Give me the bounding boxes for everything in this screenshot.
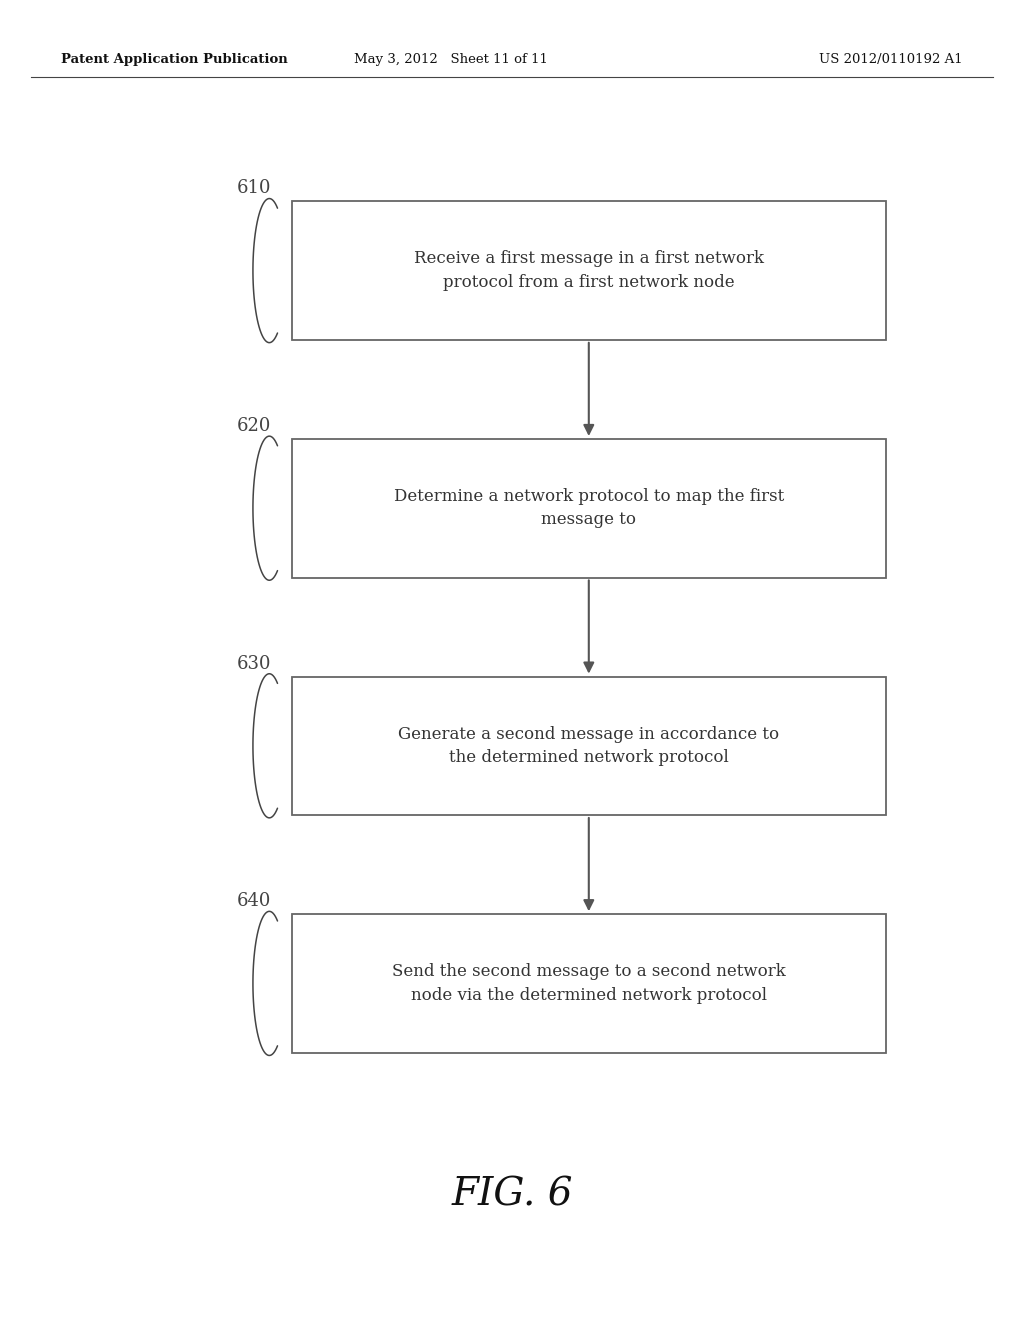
Text: FIG. 6: FIG. 6 xyxy=(452,1176,572,1213)
Text: 630: 630 xyxy=(237,655,271,672)
Text: 610: 610 xyxy=(237,180,271,197)
FancyBboxPatch shape xyxy=(292,676,886,814)
Text: 620: 620 xyxy=(237,417,271,436)
Text: Send the second message to a second network
node via the determined network prot: Send the second message to a second netw… xyxy=(392,964,785,1003)
Text: Determine a network protocol to map the first
message to: Determine a network protocol to map the … xyxy=(393,488,784,528)
Text: Generate a second message in accordance to
the determined network protocol: Generate a second message in accordance … xyxy=(398,726,779,766)
FancyBboxPatch shape xyxy=(292,913,886,1053)
Text: May 3, 2012   Sheet 11 of 11: May 3, 2012 Sheet 11 of 11 xyxy=(353,53,548,66)
Text: Receive a first message in a first network
protocol from a first network node: Receive a first message in a first netwo… xyxy=(414,251,764,290)
Text: 640: 640 xyxy=(237,892,271,911)
Text: US 2012/0110192 A1: US 2012/0110192 A1 xyxy=(819,53,963,66)
Text: Patent Application Publication: Patent Application Publication xyxy=(61,53,288,66)
FancyBboxPatch shape xyxy=(292,438,886,578)
FancyBboxPatch shape xyxy=(292,201,886,339)
